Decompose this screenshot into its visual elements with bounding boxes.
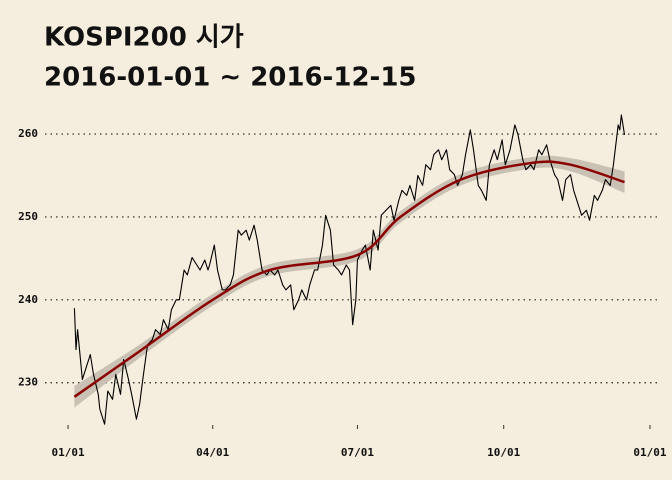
confidence-band [74,155,625,408]
x-tick-label: 07/01 [341,446,374,459]
trend-line [73,160,625,398]
x-tick-label: 01/01 [633,446,666,459]
x-tick-label: 01/01 [51,446,84,459]
y-tick-label: 240 [18,293,38,306]
y-tick-label: 250 [18,210,38,223]
y-tick-label: 230 [18,376,38,389]
x-tick-label: 10/01 [487,446,520,459]
chart-subtitle: 2016-01-01 ~ 2016-12-15 [44,63,417,93]
y-tick-label: 260 [18,127,38,140]
x-tick-label: 04/01 [196,446,229,459]
chart-title: KOSPI200 시가 [44,23,244,53]
